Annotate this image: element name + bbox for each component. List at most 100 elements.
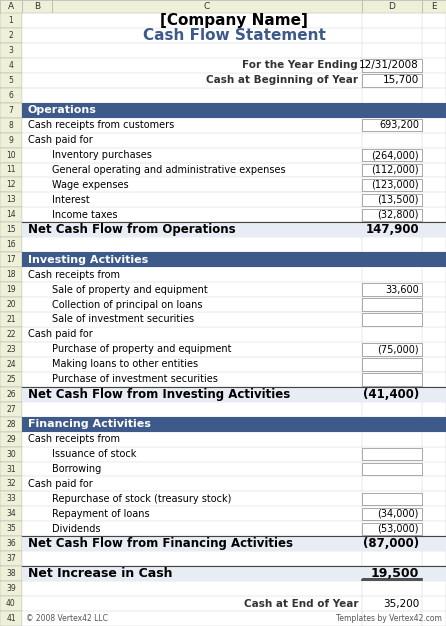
- Bar: [22, 566, 446, 581]
- Text: 16: 16: [6, 240, 16, 249]
- Text: 3: 3: [8, 46, 13, 55]
- Bar: [362, 164, 422, 177]
- Bar: [0, 103, 22, 118]
- Bar: [0, 372, 22, 387]
- Text: 147,900: 147,900: [365, 223, 419, 236]
- Text: 26: 26: [6, 390, 16, 399]
- Bar: [362, 74, 422, 86]
- Text: 20: 20: [6, 300, 16, 309]
- Bar: [22, 536, 446, 552]
- Bar: [0, 43, 22, 58]
- Bar: [0, 446, 22, 461]
- Text: Cash Flow Statement: Cash Flow Statement: [143, 28, 326, 43]
- Bar: [22, 252, 446, 267]
- Text: 24: 24: [6, 360, 16, 369]
- Text: (53,000): (53,000): [377, 524, 419, 534]
- Text: (87,000): (87,000): [363, 537, 419, 550]
- Bar: [0, 596, 22, 611]
- Bar: [0, 148, 22, 163]
- Bar: [22, 312, 446, 327]
- Bar: [22, 387, 446, 402]
- Text: 38: 38: [6, 569, 16, 578]
- Bar: [22, 222, 446, 237]
- Text: 27: 27: [6, 404, 16, 414]
- Text: 11: 11: [6, 165, 16, 175]
- Bar: [22, 267, 446, 282]
- Bar: [362, 373, 422, 386]
- Bar: [22, 103, 446, 118]
- Bar: [22, 222, 446, 237]
- Text: 1: 1: [8, 16, 13, 25]
- Bar: [22, 118, 446, 133]
- Text: Issuance of stock: Issuance of stock: [52, 449, 136, 459]
- Bar: [22, 327, 446, 342]
- Text: 9: 9: [8, 136, 13, 145]
- Bar: [0, 461, 22, 476]
- Text: (75,000): (75,000): [377, 344, 419, 354]
- Text: 17: 17: [6, 255, 16, 264]
- Text: 18: 18: [6, 270, 16, 279]
- Bar: [22, 372, 446, 387]
- Bar: [0, 476, 22, 491]
- Bar: [0, 0, 22, 13]
- Text: 8: 8: [8, 121, 13, 130]
- Text: Net Cash Flow from Operations: Net Cash Flow from Operations: [28, 223, 235, 236]
- Bar: [0, 506, 22, 521]
- Text: 25: 25: [6, 375, 16, 384]
- Bar: [0, 267, 22, 282]
- Bar: [22, 596, 446, 611]
- Text: 30: 30: [6, 449, 16, 459]
- Bar: [22, 177, 446, 192]
- Text: E: E: [431, 2, 437, 11]
- Text: 41: 41: [6, 614, 16, 623]
- Bar: [22, 58, 446, 73]
- Bar: [22, 28, 446, 43]
- Bar: [22, 133, 446, 148]
- Bar: [362, 119, 422, 131]
- Text: For the Year Ending: For the Year Ending: [242, 60, 358, 70]
- Text: 40: 40: [6, 599, 16, 608]
- Bar: [22, 282, 446, 297]
- Bar: [0, 581, 22, 596]
- Bar: [362, 463, 422, 475]
- Text: Inventory purchases: Inventory purchases: [52, 150, 152, 160]
- Bar: [362, 523, 422, 535]
- Text: Operations: Operations: [28, 105, 97, 115]
- Bar: [0, 566, 22, 581]
- Text: (264,000): (264,000): [372, 150, 419, 160]
- Text: 28: 28: [6, 419, 16, 429]
- Bar: [22, 476, 446, 491]
- Text: Wage expenses: Wage expenses: [52, 180, 128, 190]
- Bar: [22, 506, 446, 521]
- Bar: [0, 177, 22, 192]
- Bar: [22, 192, 446, 207]
- Text: Cash receipts from: Cash receipts from: [28, 434, 120, 444]
- Text: 19,500: 19,500: [371, 567, 419, 580]
- Bar: [22, 148, 446, 163]
- Text: © 2008 Vertex42 LLC: © 2008 Vertex42 LLC: [26, 614, 108, 623]
- Bar: [22, 43, 446, 58]
- Text: Cash at End of Year: Cash at End of Year: [244, 598, 358, 608]
- Text: Net Cash Flow from Investing Activities: Net Cash Flow from Investing Activities: [28, 387, 290, 401]
- Text: 13: 13: [6, 195, 16, 205]
- Bar: [22, 566, 446, 581]
- Bar: [0, 312, 22, 327]
- Text: Cash paid for: Cash paid for: [28, 329, 93, 339]
- Text: Dividends: Dividends: [52, 524, 100, 534]
- Bar: [22, 536, 446, 552]
- Text: 693,200: 693,200: [379, 120, 419, 130]
- Bar: [0, 536, 22, 552]
- Bar: [0, 58, 22, 73]
- Text: C: C: [204, 2, 210, 11]
- Text: 34: 34: [6, 510, 16, 518]
- Text: 29: 29: [6, 434, 16, 444]
- Bar: [362, 343, 422, 356]
- Text: (13,500): (13,500): [377, 195, 419, 205]
- Bar: [362, 493, 422, 505]
- Bar: [362, 284, 422, 296]
- Text: 5: 5: [8, 76, 13, 85]
- Text: Cash receipts from: Cash receipts from: [28, 270, 120, 280]
- Text: Purchase of property and equipment: Purchase of property and equipment: [52, 344, 231, 354]
- Text: 15,700: 15,700: [383, 75, 419, 85]
- Text: Sale of property and equipment: Sale of property and equipment: [52, 285, 208, 295]
